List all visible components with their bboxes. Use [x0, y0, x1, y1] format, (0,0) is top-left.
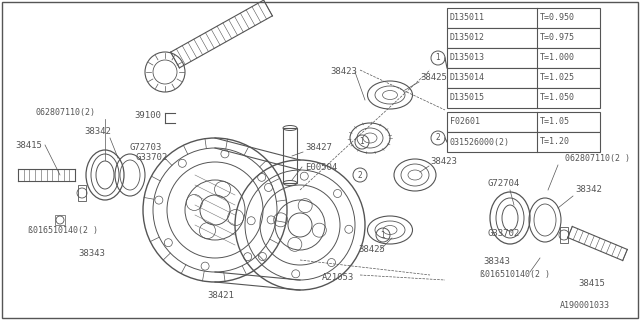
Text: D135013: D135013: [450, 53, 485, 62]
Text: T=1.05: T=1.05: [540, 117, 570, 126]
Text: G72704: G72704: [488, 179, 520, 188]
Text: ß016510140(2 ): ß016510140(2 ): [480, 270, 550, 279]
Text: 1: 1: [436, 53, 440, 62]
Text: 39100: 39100: [134, 110, 161, 119]
Text: 38343: 38343: [483, 258, 510, 267]
Text: ß016510140(2 ): ß016510140(2 ): [28, 226, 98, 235]
Text: 38427: 38427: [305, 143, 332, 153]
Text: 062807110(2 ): 062807110(2 ): [565, 154, 630, 163]
Text: 38343: 38343: [78, 249, 105, 258]
Bar: [447, 8, 600, 28]
Text: G72703: G72703: [130, 143, 163, 153]
Text: 38425: 38425: [420, 74, 447, 83]
Text: T=1.025: T=1.025: [540, 74, 575, 83]
Text: 38421: 38421: [207, 292, 234, 300]
Text: D135012: D135012: [450, 34, 485, 43]
Text: 38415: 38415: [578, 278, 605, 287]
Text: 2: 2: [436, 133, 440, 142]
Text: 38342: 38342: [575, 186, 602, 195]
Text: A190001033: A190001033: [560, 301, 610, 310]
Bar: [447, 48, 600, 68]
Text: 1: 1: [381, 230, 385, 239]
Text: 38342: 38342: [84, 127, 111, 137]
Text: T=1.050: T=1.050: [540, 93, 575, 102]
Bar: [447, 88, 600, 108]
Text: E00504: E00504: [305, 163, 337, 172]
Bar: [78, 185, 86, 201]
Text: G33702: G33702: [136, 154, 168, 163]
Text: 062807110(2): 062807110(2): [35, 108, 95, 116]
Text: G33702: G33702: [488, 228, 520, 237]
Text: 031526000(2): 031526000(2): [450, 138, 510, 147]
Text: 38425: 38425: [358, 245, 385, 254]
Bar: [560, 227, 568, 243]
Bar: [447, 112, 600, 132]
Text: D135015: D135015: [450, 93, 485, 102]
Text: F02601: F02601: [450, 117, 480, 126]
Text: T=1.20: T=1.20: [540, 138, 570, 147]
Text: T=0.950: T=0.950: [540, 13, 575, 22]
Bar: [55, 215, 65, 225]
Text: T=0.975: T=0.975: [540, 34, 575, 43]
Bar: [447, 132, 600, 152]
Bar: [447, 28, 600, 48]
Text: 38423: 38423: [430, 157, 457, 166]
Text: 1: 1: [360, 138, 364, 147]
Text: D135014: D135014: [450, 74, 485, 83]
Text: A21053: A21053: [322, 274, 355, 283]
Bar: [283, 128, 297, 183]
Text: 38423: 38423: [330, 68, 357, 76]
Bar: [447, 68, 600, 88]
Text: D135011: D135011: [450, 13, 485, 22]
Text: 38415: 38415: [15, 140, 42, 149]
Text: T=1.000: T=1.000: [540, 53, 575, 62]
Text: 2: 2: [358, 171, 362, 180]
